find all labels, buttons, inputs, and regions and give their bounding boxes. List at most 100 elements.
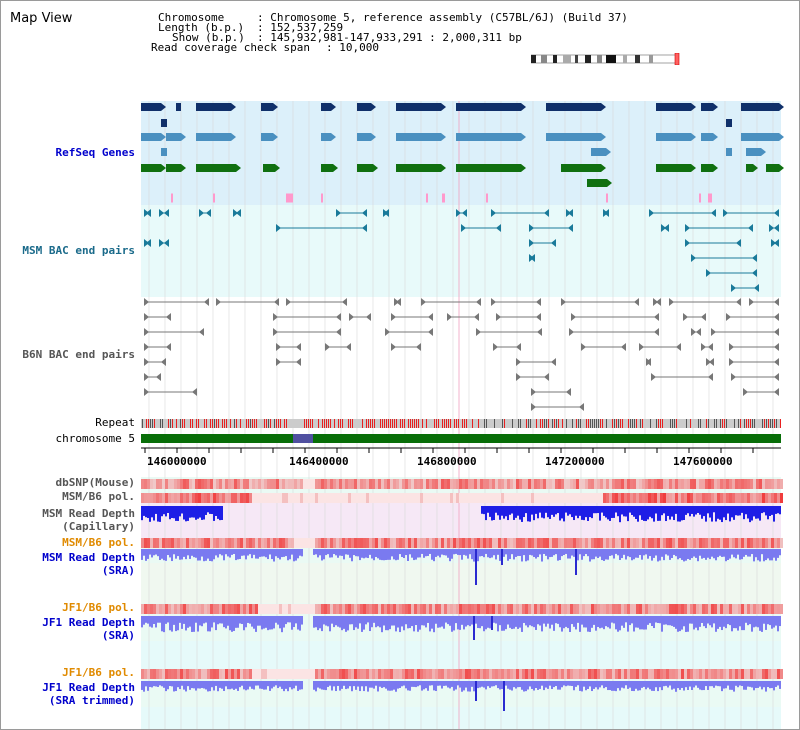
read-depth-bar: [479, 616, 481, 629]
polymorphism-cell: [699, 493, 702, 503]
polymorphism-cell: [591, 538, 594, 548]
read-depth-bar: [293, 549, 295, 562]
read-depth-bar: [237, 549, 239, 560]
read-depth-bar: [349, 549, 351, 558]
read-depth-bar: [337, 549, 339, 558]
read-depth-bar: [185, 549, 187, 560]
polymorphism-cell: [474, 669, 477, 679]
read-depth-bar: [547, 506, 549, 518]
read-depth-bar: [647, 616, 649, 625]
read-depth-bar: [771, 681, 773, 689]
refseq-genes-label[interactable]: RefSeq Genes: [55, 146, 135, 159]
polymorphism-cell: [192, 479, 195, 489]
dbsnp-label[interactable]: dbSNP(Mouse): [55, 476, 135, 489]
read-depth-bar: [443, 681, 445, 686]
read-depth-bar: [397, 549, 399, 560]
msm-depth-capillary-label-1[interactable]: MSM Read Depth: [42, 507, 135, 520]
read-depth-bar: [535, 506, 537, 514]
repeat-mark: [368, 419, 369, 428]
polymorphism-cell: [450, 493, 453, 503]
polymorphism-cell: [246, 604, 249, 614]
read-depth-bar: [519, 506, 521, 520]
read-depth-bar: [641, 681, 643, 688]
polymorphism-cell: [450, 479, 453, 489]
chromosome-ideogram[interactable]: [531, 53, 681, 65]
polymorphism-cell: [669, 669, 672, 679]
polymorphism-cell: [492, 479, 495, 489]
polymorphism-cell: [459, 538, 462, 548]
repeat-label[interactable]: Repeat: [95, 416, 135, 429]
read-depth-bar: [757, 506, 759, 519]
read-depth-bar: [459, 549, 461, 556]
polymorphism-cell: [741, 538, 744, 548]
polymorphism-cell: [480, 493, 483, 503]
repeat-mark: [198, 419, 199, 428]
read-depth-bar: [739, 549, 741, 560]
jf1-pol-label-2[interactable]: JF1/B6 pol.: [62, 666, 135, 679]
msm-bac-end: [384, 209, 389, 217]
b6n-bac-end: [516, 343, 521, 351]
read-depth-bar: [637, 506, 639, 522]
msm-bac-end: [276, 224, 281, 232]
gene-arrow: [521, 103, 526, 111]
read-depth-bar: [601, 549, 603, 561]
read-depth-bar: [387, 549, 389, 560]
read-depth-bar: [603, 616, 605, 630]
polymorphism-cell: [261, 538, 264, 548]
polymorphism-cell: [555, 493, 558, 503]
polymorphism-cell: [180, 493, 183, 503]
polymorphism-cell: [486, 604, 489, 614]
polymorphism-cell: [471, 479, 474, 489]
polymorphism-cell: [531, 493, 534, 503]
polymorphism-cell: [699, 538, 702, 548]
b6n-bac-end: [342, 298, 347, 306]
polymorphism-cell: [219, 538, 222, 548]
read-depth-bar: [259, 549, 261, 557]
repeat-mark: [526, 419, 527, 428]
repeat-mark: [578, 419, 579, 428]
chromosome-label[interactable]: chromosome 5: [55, 432, 135, 445]
gene-arrow: [779, 103, 784, 111]
gene-arrow: [691, 133, 696, 141]
jf1-depth-sra-label-1[interactable]: JF1 Read Depth: [42, 616, 135, 629]
read-depth-bar: [493, 681, 495, 687]
msm-depth-sra-label-1[interactable]: MSM Read Depth: [42, 551, 135, 564]
msm-bac-label[interactable]: MSM BAC end pairs: [22, 244, 135, 257]
gene-feature: [656, 133, 691, 141]
polymorphism-cell: [594, 604, 597, 614]
polymorphism-cell: [750, 538, 753, 548]
polymorphism-cell: [675, 538, 678, 548]
polymorphism-cell: [546, 538, 549, 548]
b6n-bac-label[interactable]: B6N BAC end pairs: [22, 348, 135, 361]
repeat-mark: [412, 419, 413, 428]
polymorphism-cell: [687, 669, 690, 679]
polymorphism-cell: [312, 538, 315, 548]
polymorphism-cell: [519, 538, 522, 548]
polymorphism-cell: [480, 538, 483, 548]
msm-bac-end: [568, 209, 573, 217]
repeat-mark: [656, 419, 657, 428]
polymorphism-cell: [228, 669, 231, 679]
jf1-depth-trim-label-1[interactable]: JF1 Read Depth: [42, 681, 135, 694]
read-depth-bar: [543, 549, 545, 554]
read-depth-bar: [355, 616, 357, 628]
msm-b6-pol-label-2[interactable]: MSM/B6 pol.: [62, 536, 135, 549]
read-depth-bar: [753, 616, 755, 628]
read-depth-bar: [555, 681, 557, 687]
polymorphism-cell: [471, 669, 474, 679]
polymorphism-cell: [258, 604, 261, 614]
read-depth-bar: [769, 681, 771, 689]
read-depth-bar: [775, 616, 777, 626]
read-depth-bar: [213, 616, 215, 623]
polymorphism-cell: [540, 493, 543, 503]
polymorphism-cell: [534, 538, 537, 548]
read-depth-bar: [551, 506, 553, 515]
read-depth-bar: [763, 549, 765, 562]
read-depth-bar: [761, 549, 763, 555]
polymorphism-cell: [588, 669, 591, 679]
msm-b6-pol-label[interactable]: MSM/B6 pol.: [62, 490, 135, 503]
jf1-pol-label-1[interactable]: JF1/B6 pol.: [62, 601, 135, 614]
read-depth-bar: [285, 616, 287, 625]
read-depth-bar: [211, 549, 213, 562]
